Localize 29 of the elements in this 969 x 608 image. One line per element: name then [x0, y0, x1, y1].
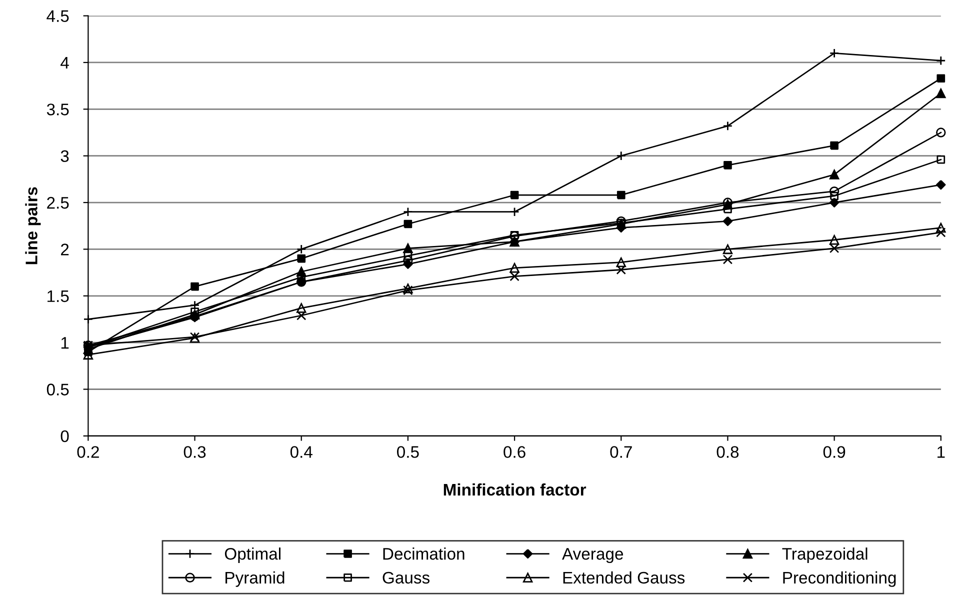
y-axis-title: Line pairs — [25, 187, 41, 264]
x-tick-label: 0.3 — [184, 446, 206, 458]
y-tick-label: 4 — [60, 57, 69, 69]
legend-label: Decimation — [383, 548, 464, 560]
x-axis-title: Minification factor — [444, 483, 586, 496]
legend-label: Trapezoidal — [782, 548, 868, 564]
y-tick-label: 0 — [60, 430, 69, 442]
legend-label: Gauss — [382, 572, 430, 584]
y-tick-label: 3.5 — [46, 104, 69, 116]
y-tick-label: 1.5 — [48, 290, 69, 302]
y-tick-label: 3 — [60, 150, 69, 162]
legend-label: Optimal — [224, 548, 280, 564]
x-tick-label: 0.7 — [610, 446, 632, 458]
legend-label: Extended Gauss — [563, 571, 685, 584]
y-tick-label: 4.5 — [46, 10, 69, 22]
legend-label: Average — [562, 548, 624, 564]
y-tick-label: 0.5 — [46, 384, 69, 396]
legend-label: Pyramid — [226, 571, 284, 587]
y-tick-label: 2 — [61, 244, 69, 256]
x-tick-label: 1 — [938, 446, 945, 458]
x-tick-label: 0.9 — [823, 446, 846, 458]
x-tick-label: 0.4 — [290, 446, 312, 458]
x-tick-label: 0.8 — [716, 446, 739, 458]
legend-label: Preconditioning — [783, 571, 896, 587]
x-tick-label: 0.2 — [77, 446, 99, 458]
y-tick-label: 2.5 — [47, 196, 69, 209]
y-tick-label: 1 — [61, 337, 69, 349]
x-tick-label: 0.6 — [504, 446, 526, 458]
x-tick-label: 0.5 — [397, 446, 419, 458]
